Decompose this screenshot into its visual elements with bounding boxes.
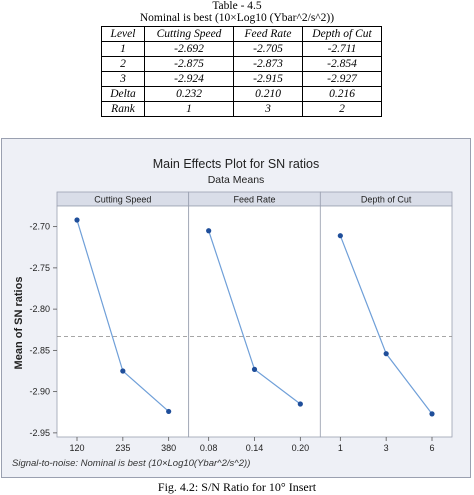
panel-header-label: Cutting Speed <box>94 195 151 205</box>
chart-subtitle: Data Means <box>208 174 265 186</box>
table-cell: -2.927 <box>302 71 382 87</box>
data-point <box>429 411 435 417</box>
header-depth-of-cut: Depth of Cut <box>302 26 382 42</box>
y-tick-label: -2.85 <box>29 345 50 355</box>
chart-canvas: Main Effects Plot for SN ratios Data Mea… <box>13 157 453 453</box>
data-point <box>383 351 389 357</box>
y-tick-label: -2.95 <box>29 428 50 438</box>
table-cell: Rank <box>101 101 145 117</box>
table-cell: -2.705 <box>233 41 303 57</box>
table-subtitle: Nominal is best (10×Log10 (Ybar^2/s^2)) <box>139 12 335 24</box>
sn-ratio-table: Level Cutting Speed Feed Rate Depth of C… <box>101 26 382 117</box>
table-row: Delta 0.232 0.210 0.216 <box>101 86 382 102</box>
table-cell: 3 <box>233 101 303 117</box>
figure-caption: Fig. 4.2: S/N Ratio for 10° Insert <box>157 480 317 494</box>
x-tick-label: 0.14 <box>246 443 264 453</box>
table-cell: -2.692 <box>144 41 234 57</box>
table-cell: -2.873 <box>233 56 303 72</box>
table-cell: 1 <box>144 101 234 117</box>
table-cell: 0.216 <box>302 86 382 102</box>
table-row: 1 -2.692 -2.705 -2.711 <box>101 41 382 57</box>
table-cell: 1 <box>101 41 145 57</box>
x-tick-label: 235 <box>115 443 130 453</box>
table-cell: 2 <box>302 101 382 117</box>
chart-footnote: Signal-to-noise: Nominal is best (10×Log… <box>12 458 251 469</box>
x-tick-label: 0.20 <box>292 443 310 453</box>
data-point <box>251 366 258 372</box>
data-point <box>166 408 172 415</box>
table-row: 3 -2.924 -2.915 -2.927 <box>101 71 382 87</box>
table-cell: Delta <box>101 86 145 102</box>
data-point <box>74 217 80 223</box>
y-tick-label: -2.75 <box>29 263 50 273</box>
table-cell: -2.711 <box>302 41 382 57</box>
table-row: 2 -2.875 -2.873 -2.854 <box>101 56 382 72</box>
table-cell: 0.232 <box>144 86 234 102</box>
panel-header-label: Depth of Cut <box>361 195 412 205</box>
table-cell: -2.915 <box>233 71 303 87</box>
data-point <box>206 228 212 234</box>
data-point <box>297 401 303 407</box>
table-cell: 2 <box>101 56 145 72</box>
table-cell: -2.924 <box>144 71 234 87</box>
table-cell: 0.210 <box>233 86 303 102</box>
header-cutting-speed: Cutting Speed <box>144 26 234 42</box>
y-tick-label: -2.80 <box>29 304 50 314</box>
data-point <box>120 368 126 374</box>
x-tick-label: 0.08 <box>200 443 218 453</box>
table-caption: Table - 4.5 <box>212 0 262 12</box>
x-tick-label: 120 <box>69 443 84 453</box>
table-cell: -2.875 <box>144 56 234 72</box>
y-tick-label: -2.70 <box>29 222 50 232</box>
table-cell: -2.854 <box>302 56 382 72</box>
plot-layer: Cutting Speed Feed Rate Depth of Cut -2.70 -… <box>29 191 453 453</box>
table-header-row: Level Cutting Speed Feed Rate Depth of C… <box>101 26 382 42</box>
data-point <box>337 233 343 239</box>
y-axis-label: Mean of SN ratios <box>13 277 25 370</box>
chart-title: Main Effects Plot for SN ratios <box>153 157 320 171</box>
x-tick-label: 6 <box>429 443 434 453</box>
panel-plot-area <box>188 205 321 438</box>
panel-plot-area <box>56 205 190 438</box>
x-tick-label: 1 <box>338 443 343 453</box>
y-tick-label: -2.90 <box>29 387 50 397</box>
header-feed-rate: Feed Rate <box>233 26 303 42</box>
x-tick-label: 380 <box>161 443 176 453</box>
table-row: Rank 1 3 2 <box>101 101 382 117</box>
table-cell: 3 <box>101 71 145 87</box>
x-tick-label: 3 <box>384 443 389 453</box>
panel-plot-area <box>319 205 453 438</box>
panel-header-label: Feed Rate <box>233 195 275 205</box>
header-level: Level <box>101 26 145 42</box>
main-effects-chart: Main Effects Plot for SN ratios Data Mea… <box>1 138 471 478</box>
